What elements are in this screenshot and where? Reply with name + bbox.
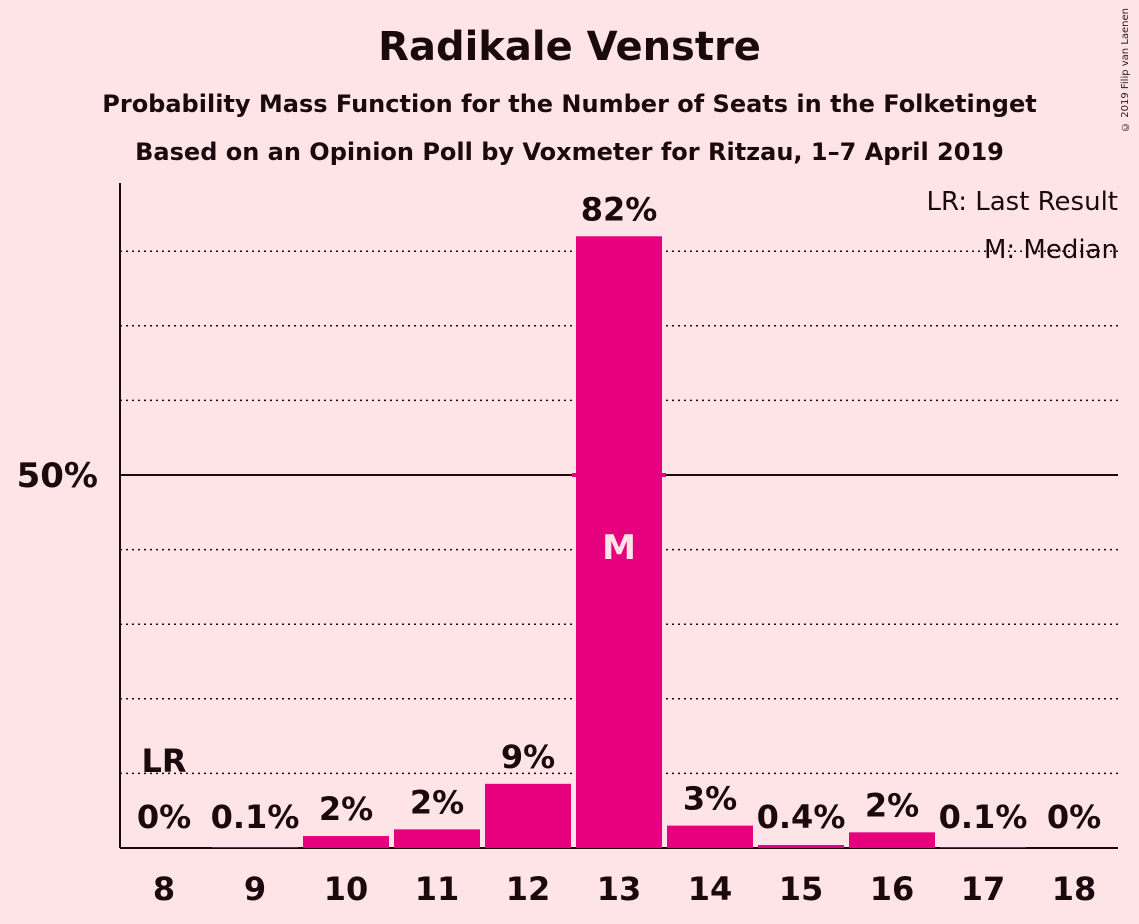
x-tick-label-14: 14 [688,870,733,908]
data-label-11: 2% [410,783,464,821]
data-label-14: 3% [683,780,737,818]
chart-source-subtitle: Based on an Opinion Poll by Voxmeter for… [135,138,1004,166]
data-label-13: 82% [581,190,658,228]
data-label-16: 2% [865,786,919,824]
median-marker: M [602,528,636,568]
x-tick-label-13: 13 [597,870,642,908]
data-label-17: 0.1% [939,798,1028,836]
last-result-marker: LR [141,742,186,780]
data-label-15: 0.4% [757,798,846,836]
chart-title: Radikale Venstre [378,24,761,70]
y-tick-label: 50% [17,456,98,496]
bar-seats-14 [667,825,753,848]
data-label-12: 9% [501,738,555,776]
data-label-10: 2% [319,790,373,828]
bar-seats-12 [485,783,571,848]
x-tick-label-17: 17 [961,870,1006,908]
chart-subtitle: Probability Mass Function for the Number… [102,90,1037,118]
bar-median-overlay [572,473,666,477]
data-label-9: 0.1% [211,798,300,836]
bars [212,236,1026,848]
bar-seats-13 [576,236,662,848]
x-tick-label-8: 8 [153,870,175,908]
labels: 50% 0% 8 LR 0.1% 9 2% 10 2% 11 9% 12 M 82% 13 3% 14 0.4% 1… [17,190,1102,908]
bar-seats-10 [303,836,389,848]
bar-seats-17 [940,847,1026,848]
x-tick-label-15: 15 [779,870,824,908]
x-tick-label-16: 16 [870,870,915,908]
x-tick-label-10: 10 [324,870,369,908]
legend-last-result: LR: Last Result [926,187,1118,217]
bar-seats-15 [758,845,844,848]
x-tick-label-12: 12 [506,870,551,908]
bar-seats-16 [849,832,935,848]
bar-seats-11 [394,829,480,848]
x-tick-label-18: 18 [1052,870,1097,908]
data-label-8: 0% [137,798,191,836]
legend-median: M: Median [984,235,1118,265]
x-tick-label-11: 11 [415,870,460,908]
x-tick-label-9: 9 [244,870,266,908]
data-label-18: 0% [1047,798,1101,836]
bar-seats-9 [212,847,298,848]
